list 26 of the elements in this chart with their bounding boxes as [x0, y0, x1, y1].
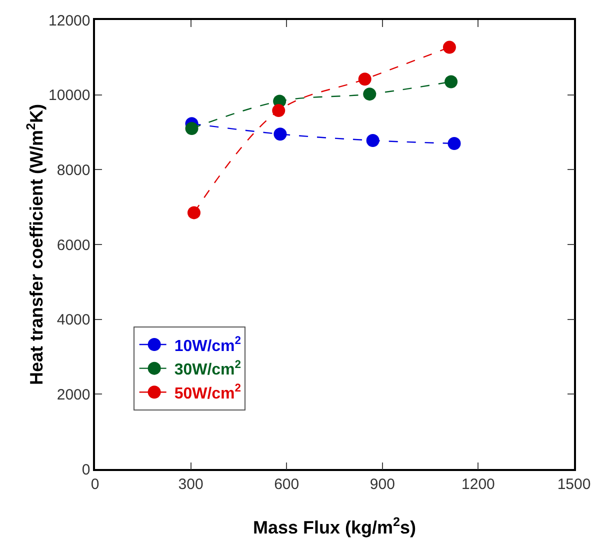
x-tick-label: 1500: [557, 476, 591, 493]
point: [366, 134, 380, 147]
y-tick-label: 0: [82, 461, 90, 478]
x-tick-label: 900: [370, 476, 395, 493]
point: [444, 75, 458, 88]
point: [185, 122, 198, 136]
x-tick-label: 300: [178, 476, 204, 493]
y-tick-label: 6000: [56, 236, 90, 254]
point: [448, 136, 461, 150]
y-tick-label: 2000: [56, 386, 90, 404]
legend-label: 30W/cm$^{2}$: [174, 358, 242, 379]
point: [358, 72, 372, 86]
x-axis-title: Mass Flux (kg/m$^{2}$s): [252, 514, 416, 538]
x-tick-label: 1200: [462, 476, 495, 493]
legend-label: 50W/cm$^{2}$: [174, 382, 242, 402]
point: [187, 206, 200, 220]
y-tick-label: 4000: [56, 312, 90, 329]
point: [274, 128, 287, 141]
x-tick-label: 600: [274, 476, 300, 493]
point: [363, 88, 376, 101]
point: [272, 104, 286, 118]
y-tick-label: 12000: [48, 12, 90, 30]
y-tick-label: 10000: [48, 87, 90, 104]
y-tick-label: 8000: [56, 162, 90, 179]
point: [442, 40, 456, 54]
legend-label: 10W/cm$^{2}$: [174, 335, 242, 355]
